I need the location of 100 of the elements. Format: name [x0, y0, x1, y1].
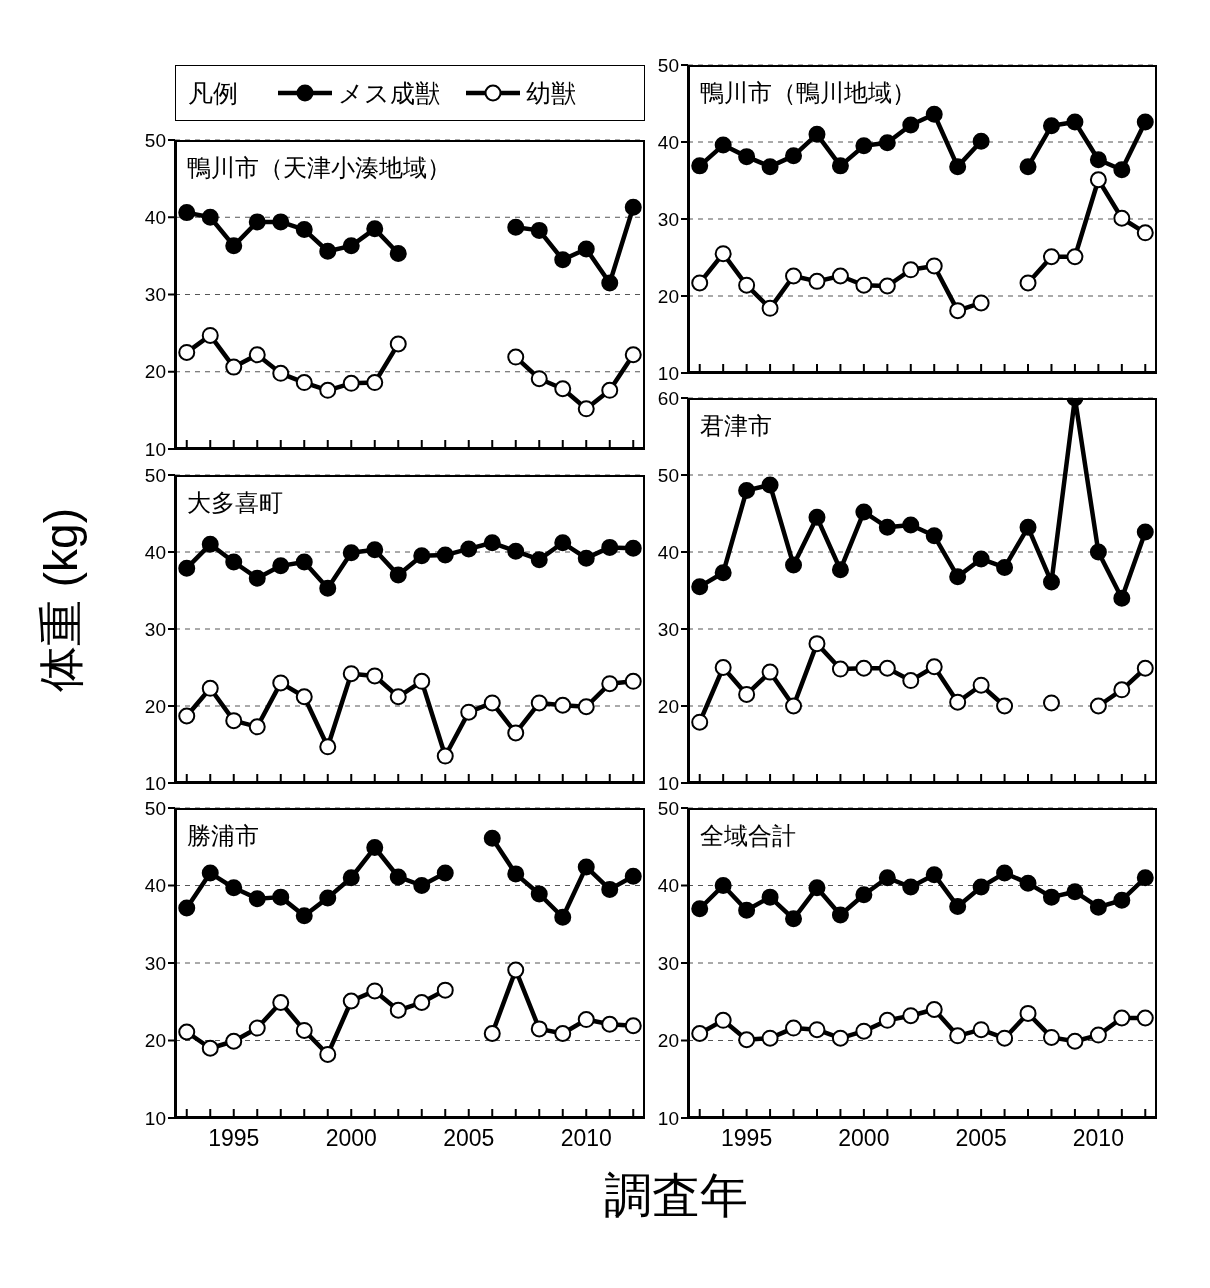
- point: [878, 134, 896, 152]
- point: [248, 890, 266, 908]
- point: [319, 889, 337, 907]
- point: [319, 242, 337, 260]
- point: [949, 1027, 967, 1045]
- y-tick-label: 10: [144, 772, 166, 794]
- point: [272, 557, 290, 575]
- y-tick-label: 10: [144, 1107, 166, 1129]
- point: [295, 374, 313, 392]
- point: [1089, 1026, 1107, 1044]
- point: [785, 556, 803, 574]
- point: [925, 105, 943, 123]
- text: 鴨川市（天津小湊地域）: [187, 153, 451, 183]
- y-tick-label: 30: [657, 208, 679, 230]
- point: [248, 213, 266, 231]
- point: [624, 346, 642, 364]
- point: [624, 539, 642, 557]
- point: [225, 1032, 243, 1050]
- point: [949, 693, 967, 711]
- point: [902, 116, 920, 134]
- text: 全域合計: [700, 821, 796, 851]
- point: [577, 1011, 595, 1029]
- point: [855, 137, 873, 155]
- point: [366, 982, 384, 1000]
- point: [878, 518, 896, 536]
- point: [178, 1023, 196, 1041]
- point: [808, 1021, 826, 1039]
- point: [761, 158, 779, 176]
- point: [436, 546, 454, 564]
- y-tick-label: 20: [144, 695, 166, 717]
- point: [272, 994, 290, 1012]
- point: [624, 1017, 642, 1035]
- point: [714, 659, 732, 676]
- x-tick-label: 2005: [955, 1125, 1007, 1151]
- point: [272, 888, 290, 906]
- point: [972, 676, 990, 694]
- point: [389, 868, 407, 886]
- point: [761, 888, 779, 906]
- point: [507, 348, 525, 366]
- point: [785, 147, 803, 165]
- point: [785, 697, 803, 715]
- point: [1066, 113, 1084, 131]
- y-tick-label: 20: [657, 285, 679, 307]
- legend-label: 幼獣: [526, 77, 576, 109]
- point: [1136, 869, 1154, 887]
- point: [808, 879, 826, 897]
- x-tick-label: 1995: [721, 1125, 773, 1151]
- point: [554, 380, 572, 398]
- point: [925, 1001, 943, 1018]
- point: [248, 718, 266, 736]
- point: [319, 738, 337, 756]
- point: [530, 885, 548, 903]
- point: [389, 688, 407, 706]
- point: [996, 864, 1014, 882]
- point: [507, 724, 525, 742]
- point: [1019, 1004, 1037, 1022]
- point: [366, 374, 384, 392]
- x-tick-label: 2010: [560, 1125, 612, 1151]
- point: [554, 534, 572, 552]
- y-tick-label: 10: [657, 772, 679, 794]
- point: [1042, 888, 1060, 906]
- point: [342, 869, 360, 887]
- point: [831, 157, 849, 175]
- point: [342, 992, 360, 1010]
- point: [855, 276, 873, 294]
- point: [319, 1045, 337, 1063]
- point: [295, 221, 313, 239]
- point: [624, 867, 642, 885]
- point: [342, 544, 360, 562]
- point: [225, 879, 243, 897]
- point: [714, 877, 732, 894]
- point: [738, 481, 756, 499]
- point: [1136, 224, 1154, 242]
- point: [530, 221, 548, 239]
- point: [601, 381, 619, 399]
- point: [1066, 1032, 1084, 1050]
- point: [248, 346, 266, 364]
- point: [1113, 681, 1131, 699]
- point: [878, 869, 896, 887]
- y-tick-label: 40: [144, 206, 166, 228]
- point: [178, 343, 196, 361]
- point: [902, 261, 920, 279]
- point: [902, 1007, 920, 1025]
- point: [808, 125, 826, 143]
- point: [178, 204, 196, 222]
- y-tick-label: 10: [657, 1107, 679, 1129]
- point: [295, 907, 313, 925]
- point: [1019, 158, 1037, 176]
- y-axis-title: 体重 (kg): [34, 508, 88, 692]
- point: [178, 559, 196, 577]
- point: [295, 688, 313, 706]
- point: [1042, 248, 1060, 266]
- point: [483, 829, 501, 847]
- point: [460, 703, 478, 721]
- point: [996, 697, 1014, 715]
- point: [1089, 171, 1107, 189]
- y-tick-label: 10: [657, 362, 679, 384]
- point: [761, 476, 779, 494]
- point: [1113, 161, 1131, 179]
- point: [738, 901, 756, 919]
